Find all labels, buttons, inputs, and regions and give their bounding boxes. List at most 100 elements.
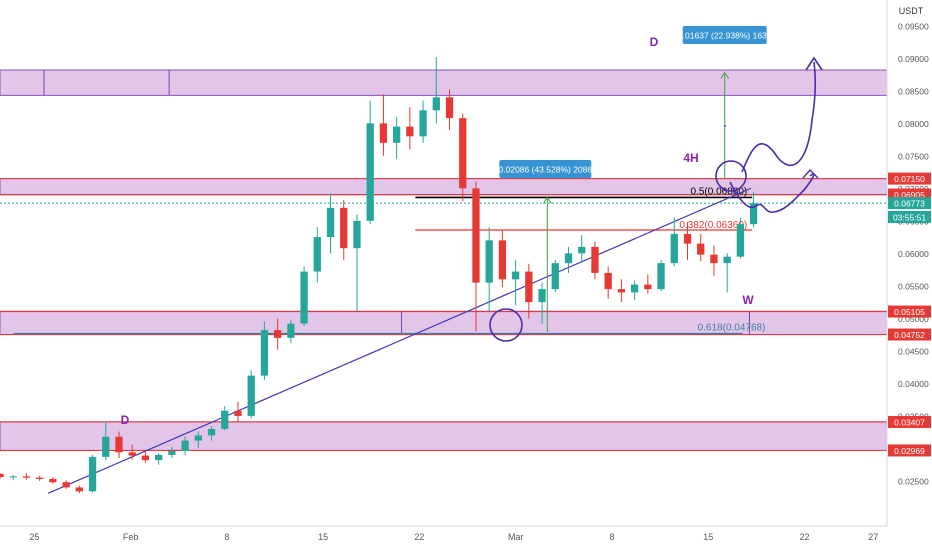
candle-body — [168, 451, 176, 455]
candle-body — [498, 240, 507, 280]
fib-level-label: 0.618(0.04768) — [698, 322, 766, 333]
y-tick-label: 0.02500 — [898, 476, 929, 486]
projected-arrow — [805, 56, 823, 71]
y-tick-label: 0.06000 — [898, 249, 929, 259]
candle-body — [697, 243, 705, 255]
circle-annotation — [715, 160, 747, 192]
candle-body — [260, 330, 269, 376]
candle-body — [485, 240, 493, 283]
price-tag — [888, 197, 931, 210]
candle-body — [353, 220, 361, 249]
candle-body — [49, 478, 57, 483]
fib-level-label: 0.5(0.06860) — [691, 186, 748, 197]
candle-body — [234, 410, 242, 416]
dot-marker — [724, 125, 726, 127]
price-tag — [888, 305, 931, 318]
y-tick-label: 0.05500 — [898, 281, 929, 291]
candle-body — [670, 233, 678, 264]
price-tag-label: 0.06773 — [894, 199, 925, 209]
y-tick-label: 0.05000 — [898, 314, 929, 324]
measure-label-box — [682, 26, 767, 44]
candle-body — [406, 126, 414, 137]
candle-body — [221, 410, 229, 429]
measure-label: 0.02086 (43.528%) 2086 — [499, 165, 593, 175]
candle-body — [62, 482, 70, 488]
candle-body — [445, 97, 454, 119]
candle-body — [247, 375, 255, 416]
candle-body — [591, 246, 599, 273]
candle-body — [326, 207, 335, 238]
price-axis-background — [887, 0, 932, 550]
x-tick-label: 22 — [414, 532, 424, 542]
candle-body — [9, 476, 17, 478]
price-tag — [888, 210, 931, 223]
timeframe-annotation: D — [121, 413, 130, 427]
measure-label-box — [499, 160, 592, 178]
y-tick-label: 0.09500 — [898, 21, 929, 31]
candle-body — [274, 330, 282, 338]
x-tick-label: 15 — [318, 532, 328, 542]
x-tick-label: 27 — [868, 532, 878, 542]
measure-arrow — [720, 71, 730, 79]
candle-body — [366, 123, 374, 221]
trendline — [47, 187, 752, 494]
projected-path — [729, 61, 817, 213]
candle-body — [207, 428, 216, 436]
price-tag-label: 0.06905 — [894, 190, 925, 200]
candle-body — [736, 224, 745, 257]
price-tag — [888, 328, 931, 341]
time-axis-background — [0, 526, 932, 550]
x-tick-label: 25 — [29, 532, 39, 542]
price-tag-label: 0.04752 — [894, 330, 925, 340]
y-tick-label: 0.04000 — [898, 379, 929, 389]
supply-demand-zone-3 — [0, 421, 888, 451]
timeframe-annotation: D — [650, 35, 659, 49]
candle-body — [459, 118, 467, 189]
x-tick-label: 22 — [799, 532, 809, 542]
candle-body — [181, 440, 189, 452]
candle-body — [644, 284, 652, 290]
candle-body — [551, 263, 559, 290]
circle-annotation — [489, 308, 523, 342]
timeframe-annotation: W — [742, 293, 754, 307]
candle-body — [617, 289, 626, 293]
candle-body — [630, 284, 639, 293]
currency-label: USDT — [899, 6, 924, 16]
supply-demand-zone-0 — [0, 69, 888, 96]
measure-arrow — [542, 196, 552, 204]
candle-body — [300, 271, 308, 324]
candle-body — [155, 454, 163, 461]
price-tag-label: 0.02969 — [894, 446, 925, 456]
projected-arrow-small — [802, 168, 819, 179]
price-tag — [888, 444, 931, 457]
price-tag-label: 0.07150 — [894, 174, 925, 184]
price-tag-label: 03:55:51 — [893, 212, 926, 222]
candle-body — [102, 436, 110, 457]
y-tick-label: 0.04500 — [898, 346, 929, 356]
candle-body — [749, 203, 758, 225]
price-tag-label: 0.05105 — [894, 307, 925, 317]
candle-body — [511, 271, 520, 280]
candle-body — [0, 473, 4, 478]
x-tick-label: 8 — [609, 532, 614, 542]
candle-body — [392, 126, 401, 143]
candle-body — [313, 237, 321, 272]
x-tick-label: Feb — [123, 532, 139, 542]
candle-body — [578, 246, 586, 254]
candle-body — [115, 436, 123, 453]
candle-body — [723, 256, 731, 264]
candle-body — [340, 207, 348, 249]
timeframe-annotation: 4H — [683, 151, 698, 165]
candle-body — [419, 110, 427, 137]
candle-body — [525, 271, 533, 303]
candle-body — [710, 254, 718, 264]
measure-label: 0.01637 (22.938%) 1637 — [678, 31, 772, 41]
candle-body — [538, 289, 546, 303]
candle-body — [194, 435, 202, 441]
candle-body — [141, 455, 150, 461]
price-tag — [888, 415, 931, 428]
candle-body — [604, 272, 612, 290]
candle-body — [564, 253, 573, 264]
